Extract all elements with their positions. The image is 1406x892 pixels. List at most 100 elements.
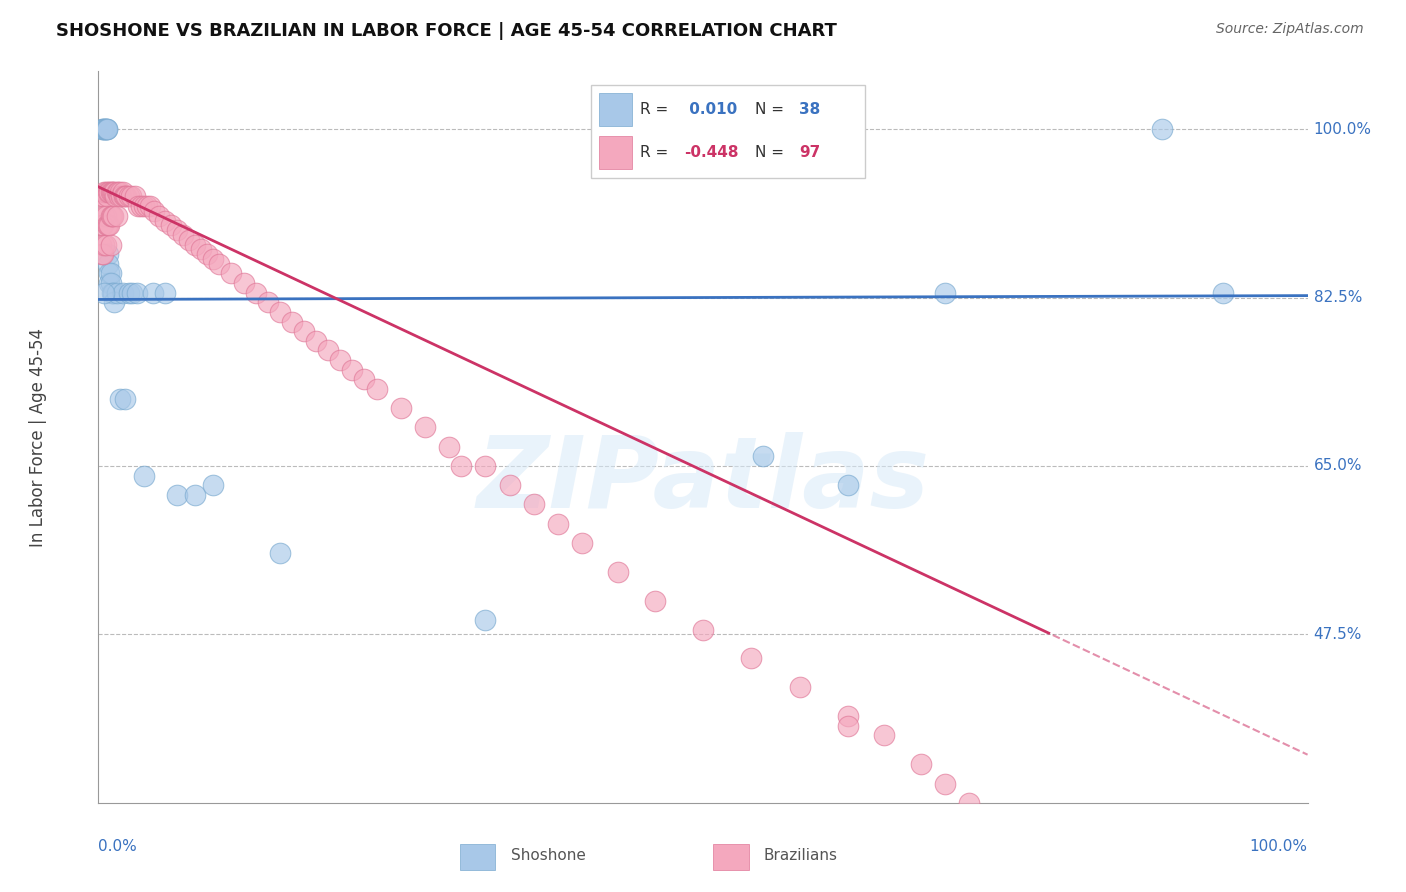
- Point: [184, 488, 207, 502]
- Point: [94, 185, 117, 199]
- Text: N =: N =: [755, 145, 789, 160]
- Text: N =: N =: [755, 102, 789, 117]
- Point: [292, 324, 315, 338]
- Point: [91, 189, 114, 203]
- Point: [100, 267, 122, 281]
- Point: [232, 276, 254, 290]
- Point: [910, 757, 932, 772]
- Text: -0.448: -0.448: [683, 145, 738, 160]
- Point: [166, 223, 188, 237]
- Text: 0.010: 0.010: [683, 102, 737, 117]
- Point: [105, 209, 128, 223]
- Point: [692, 623, 714, 637]
- Point: [1031, 834, 1053, 848]
- Point: [957, 796, 980, 810]
- Point: [127, 285, 149, 300]
- Point: [115, 189, 138, 203]
- FancyBboxPatch shape: [591, 85, 865, 178]
- Point: [97, 247, 120, 261]
- Text: In Labor Force | Age 45-54: In Labor Force | Age 45-54: [30, 327, 46, 547]
- Point: [94, 237, 117, 252]
- Point: [353, 372, 375, 386]
- Point: [111, 285, 134, 300]
- Point: [93, 185, 115, 199]
- Point: [127, 199, 149, 213]
- Point: [190, 243, 212, 257]
- Text: Shoshone: Shoshone: [510, 848, 585, 863]
- FancyBboxPatch shape: [460, 844, 495, 870]
- Point: [269, 545, 291, 559]
- Point: [172, 227, 194, 242]
- Point: [160, 219, 183, 233]
- Text: SHOSHONE VS BRAZILIAN IN LABOR FORCE | AGE 45-54 CORRELATION CHART: SHOSHONE VS BRAZILIAN IN LABOR FORCE | A…: [56, 22, 837, 40]
- Point: [148, 209, 170, 223]
- FancyBboxPatch shape: [713, 844, 748, 870]
- Point: [93, 209, 115, 223]
- Point: [108, 189, 131, 203]
- Point: [101, 209, 124, 223]
- Point: [111, 185, 134, 199]
- Point: [1152, 122, 1174, 136]
- Point: [153, 213, 176, 227]
- Point: [93, 122, 115, 136]
- Point: [100, 285, 122, 300]
- Point: [108, 392, 131, 406]
- Text: 38: 38: [799, 102, 820, 117]
- Point: [153, 285, 176, 300]
- Point: [934, 285, 956, 300]
- Point: [100, 209, 122, 223]
- Text: R =: R =: [640, 102, 673, 117]
- Point: [450, 458, 472, 473]
- Point: [571, 536, 593, 550]
- Point: [120, 189, 142, 203]
- Point: [740, 651, 762, 665]
- Point: [135, 199, 157, 213]
- Point: [607, 565, 630, 579]
- Point: [98, 276, 121, 290]
- Point: [934, 776, 956, 790]
- Point: [93, 122, 115, 136]
- Point: [143, 203, 166, 218]
- Point: [202, 252, 225, 266]
- Point: [752, 450, 775, 464]
- Point: [96, 122, 118, 136]
- Point: [103, 295, 125, 310]
- Point: [474, 613, 496, 627]
- Point: [114, 392, 136, 406]
- Point: [90, 199, 112, 213]
- Text: 100.0%: 100.0%: [1250, 839, 1308, 855]
- Point: [644, 593, 666, 607]
- Point: [166, 488, 188, 502]
- Point: [281, 315, 304, 329]
- Point: [100, 276, 122, 290]
- Point: [98, 219, 121, 233]
- Point: [256, 295, 278, 310]
- Point: [245, 285, 267, 300]
- FancyBboxPatch shape: [599, 136, 631, 169]
- Point: [96, 122, 118, 136]
- Point: [366, 382, 388, 396]
- Point: [100, 185, 122, 199]
- Point: [184, 237, 207, 252]
- Point: [316, 343, 339, 358]
- Point: [837, 719, 859, 733]
- Point: [873, 728, 896, 742]
- Point: [97, 219, 120, 233]
- Point: [91, 219, 114, 233]
- Point: [91, 189, 114, 203]
- Point: [97, 257, 120, 271]
- Point: [94, 209, 117, 223]
- Text: ZIPatlas: ZIPatlas: [477, 433, 929, 530]
- Point: [837, 478, 859, 492]
- Point: [91, 219, 114, 233]
- Point: [221, 267, 243, 281]
- Point: [101, 285, 124, 300]
- Point: [118, 285, 141, 300]
- Point: [342, 362, 364, 376]
- Point: [91, 247, 114, 261]
- Point: [100, 237, 122, 252]
- Point: [523, 498, 546, 512]
- Text: 47.5%: 47.5%: [1313, 627, 1362, 642]
- Point: [100, 185, 122, 199]
- Point: [413, 420, 436, 434]
